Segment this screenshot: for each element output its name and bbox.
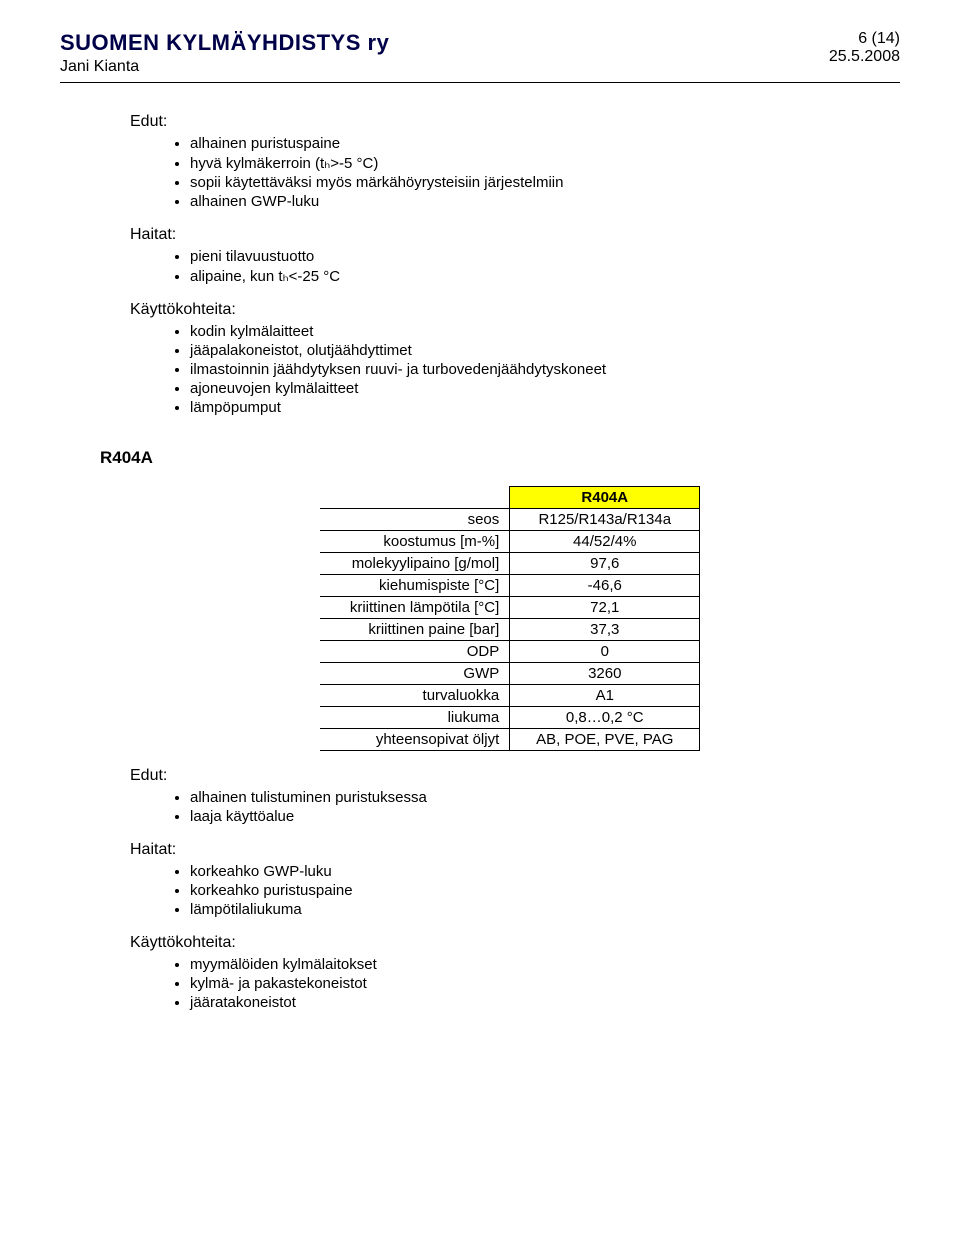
list-item: kodin kylmälaitteet <box>190 323 890 340</box>
edut-label-1: Edut: <box>130 113 890 131</box>
prop-label: kriittinen paine [bar] <box>320 619 510 641</box>
list-item: jääratakoneistot <box>190 994 890 1011</box>
page-header: SUOMEN KYLMÄYHDISTYS ry Jani Kianta 6 (1… <box>60 30 900 76</box>
haitat-list-2: korkeahko GWP-luku korkeahko puristuspain… <box>130 863 890 918</box>
list-item: sopii käytettäväksi myös märkähöyrysteis… <box>190 174 890 191</box>
edut-list-1: alhainen puristuspaine hyvä kylmäkerroin … <box>130 135 890 210</box>
haitat-label-2: Haitat: <box>130 841 890 859</box>
table-row: GWP3260 <box>320 663 700 685</box>
list-item: jääpalakoneistot, olutjäähdyttimet <box>190 342 890 359</box>
table-row: liukuma0,8…0,2 °C <box>320 707 700 729</box>
list-item: alhainen GWP-luku <box>190 193 890 210</box>
list-item: alhainen puristuspaine <box>190 135 890 152</box>
prop-value: 37,3 <box>510 619 700 641</box>
list-item: korkeahko GWP-luku <box>190 863 890 880</box>
list-item: laaja käyttöalue <box>190 808 890 825</box>
prop-label: GWP <box>320 663 510 685</box>
table-row: molekyylipaino [g/mol]97,6 <box>320 553 700 575</box>
list-item: lämpötilaliukuma <box>190 901 890 918</box>
list-item: hyvä kylmäkerroin (tₕ>-5 °C) <box>190 154 890 172</box>
haitat-label-1: Haitat: <box>130 226 890 244</box>
kaytt-label-2: Käyttökohteita: <box>130 934 890 952</box>
table-row: turvaluokkaA1 <box>320 685 700 707</box>
prop-value: 0 <box>510 641 700 663</box>
haitat-list-1: pieni tilavuustuotto alipaine, kun tₕ<-25… <box>130 248 890 285</box>
kaytt-label-1: Käyttökohteita: <box>130 301 890 319</box>
list-item: alipaine, kun tₕ<-25 °C <box>190 267 890 285</box>
table-header: R404A <box>510 487 700 509</box>
prop-value: 72,1 <box>510 597 700 619</box>
prop-label: turvaluokka <box>320 685 510 707</box>
edut-list-2: alhainen tulistuminen puristuksessa laaja… <box>130 789 890 825</box>
page-date: 25.5.2008 <box>829 48 900 66</box>
prop-value: AB, POE, PVE, PAG <box>510 729 700 751</box>
prop-value: 3260 <box>510 663 700 685</box>
prop-label: yhteensopivat öljyt <box>320 729 510 751</box>
list-item: lämpöpumput <box>190 399 890 416</box>
org-title: SUOMEN KYLMÄYHDISTYS ry <box>60 30 389 56</box>
kaytt-list-2: myymälöiden kylmälaitokset kylmä- ja paka… <box>130 956 890 1011</box>
properties-table: R404A seosR125/R143a/R134akoostumus [m-%… <box>320 486 701 751</box>
prop-label: kiehumispiste [°C] <box>320 575 510 597</box>
list-item: ajoneuvojen kylmälaitteet <box>190 380 890 397</box>
header-right: 6 (14) 25.5.2008 <box>829 30 900 66</box>
list-item: ilmastoinnin jäähdytyksen ruuvi- ja turb… <box>190 361 890 378</box>
header-left: SUOMEN KYLMÄYHDISTYS ry Jani Kianta <box>60 30 389 76</box>
main-content: Edut: alhainen puristuspaine hyvä kylmäke… <box>60 113 900 1011</box>
prop-label: kriittinen lämpötila [°C] <box>320 597 510 619</box>
prop-label: seos <box>320 509 510 531</box>
prop-label: liukuma <box>320 707 510 729</box>
prop-label: molekyylipaino [g/mol] <box>320 553 510 575</box>
table-row: kriittinen paine [bar]37,3 <box>320 619 700 641</box>
prop-value: 97,6 <box>510 553 700 575</box>
list-item: alhainen tulistuminen puristuksessa <box>190 789 890 806</box>
prop-value: 44/52/4% <box>510 531 700 553</box>
header-rule <box>60 82 900 83</box>
table-row: kiehumispiste [°C]-46,6 <box>320 575 700 597</box>
edut-label-2: Edut: <box>130 767 890 785</box>
prop-value: 0,8…0,2 °C <box>510 707 700 729</box>
table-row: ODP0 <box>320 641 700 663</box>
prop-value: -46,6 <box>510 575 700 597</box>
author: Jani Kianta <box>60 58 389 76</box>
list-item: pieni tilavuustuotto <box>190 248 890 265</box>
page-number: 6 (14) <box>829 30 900 48</box>
prop-value: A1 <box>510 685 700 707</box>
table-row: yhteensopivat öljytAB, POE, PVE, PAG <box>320 729 700 751</box>
list-item: korkeahko puristuspaine <box>190 882 890 899</box>
prop-label: ODP <box>320 641 510 663</box>
table-row: koostumus [m-%]44/52/4% <box>320 531 700 553</box>
table-row: seosR125/R143a/R134a <box>320 509 700 531</box>
refrigerant-heading: R404A <box>100 448 890 468</box>
list-item: myymälöiden kylmälaitokset <box>190 956 890 973</box>
kaytt-list-1: kodin kylmälaitteet jääpalakoneistot, olu… <box>130 323 890 416</box>
prop-value: R125/R143a/R134a <box>510 509 700 531</box>
table-row: kriittinen lämpötila [°C]72,1 <box>320 597 700 619</box>
list-item: kylmä- ja pakastekoneistot <box>190 975 890 992</box>
prop-label: koostumus [m-%] <box>320 531 510 553</box>
